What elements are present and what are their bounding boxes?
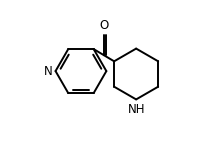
Text: O: O	[99, 19, 108, 32]
Text: N: N	[44, 65, 53, 78]
Text: NH: NH	[127, 103, 145, 116]
